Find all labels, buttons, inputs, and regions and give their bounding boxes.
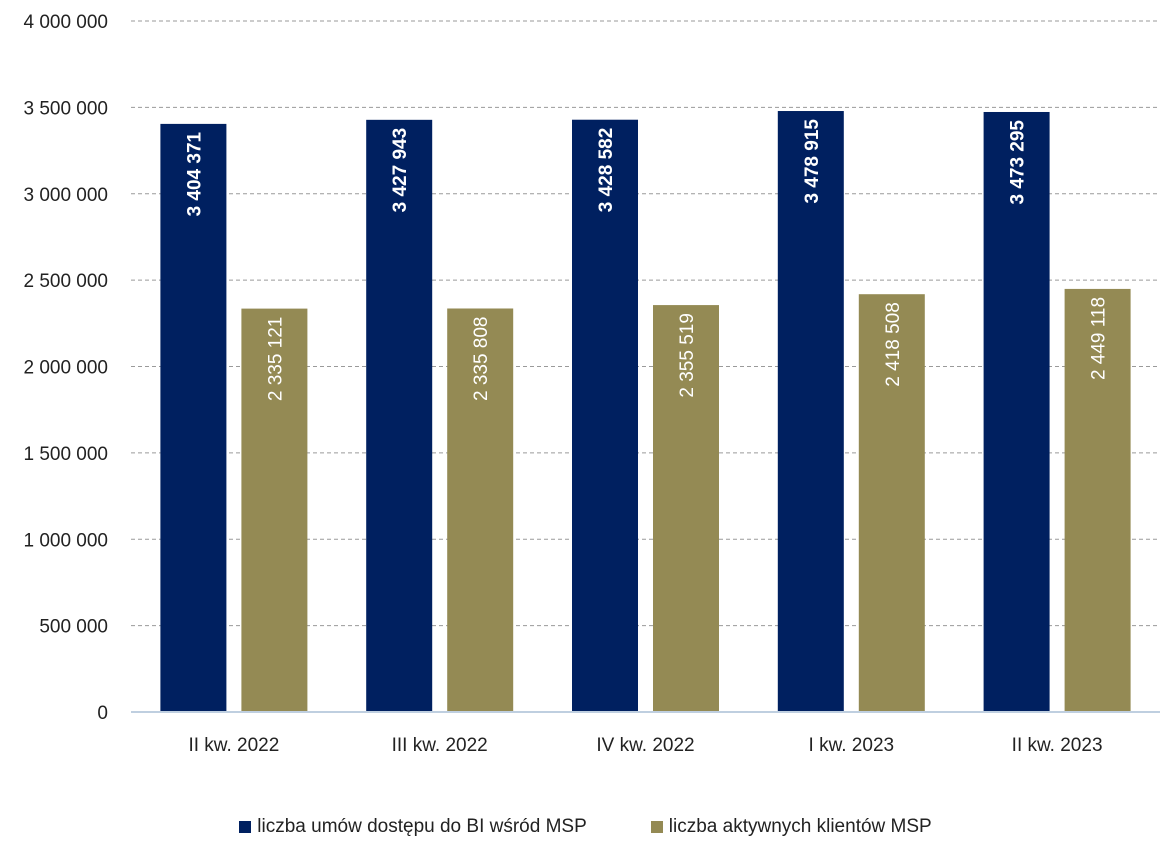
y-tick-label: 3 500 000 (23, 98, 108, 119)
x-axis-ticks: II kw. 2022 III kw. 2022 IV kw. 2022 I kw. … (188, 735, 1102, 756)
bar-value-label: 3 404 371 (184, 131, 205, 216)
y-tick-label: 2 000 000 (23, 358, 108, 379)
bar (160, 123, 227, 713)
bar (983, 111, 1050, 713)
legend-label-contracts: liczba umów dostępu do BI wśród MSP (257, 816, 587, 837)
bars (160, 111, 1131, 713)
x-tick-label: II kw. 2022 (188, 735, 279, 756)
bar-value-label: 2 355 519 (677, 313, 698, 398)
y-tick-label: 4 000 000 (23, 12, 108, 33)
y-tick-label: 2 500 000 (23, 271, 108, 292)
y-axis-ticks: 0 500 000 1 000 000 1 500 000 2 000 000 2 500… (23, 12, 108, 724)
x-tick-label: I kw. 2023 (809, 735, 895, 756)
bar (1064, 288, 1131, 712)
x-tick-label: II kw. 2023 (1012, 735, 1103, 756)
legend: liczba umów dostępu do BI wśród MSP licz… (0, 816, 1171, 838)
bar-value-label: 3 427 943 (390, 128, 411, 213)
y-tick-label: 1 500 000 (23, 444, 108, 465)
y-tick-label: 1 000 000 (23, 530, 108, 551)
x-tick-label: IV kw. 2022 (596, 735, 694, 756)
bar (447, 308, 514, 712)
bar-value-labels: 3 404 371 2 335 121 3 427 943 2 335 808 3 42… (184, 119, 1109, 402)
bar (572, 119, 638, 712)
bar (653, 305, 719, 712)
y-tick-label: 3 000 000 (23, 185, 108, 206)
bar-value-label: 2 449 118 (1089, 297, 1110, 380)
bar (858, 294, 925, 712)
legend-label-active-clients: liczba aktywnych klientów MSP (668, 816, 932, 837)
legend-swatch-active-clients (650, 821, 663, 833)
bar-value-label: 3 473 295 (1008, 120, 1029, 205)
y-tick-label: 0 (97, 703, 108, 724)
bar (777, 111, 844, 712)
legend-swatch-contracts (239, 821, 252, 833)
bar-value-label: 2 418 508 (883, 302, 904, 387)
bar (241, 308, 308, 712)
x-tick-label: III kw. 2022 (392, 735, 488, 756)
bar (366, 119, 433, 712)
bar-value-label: 3 478 915 (802, 119, 823, 204)
legend-item-active-clients: liczba aktywnych klientów MSP (650, 816, 932, 838)
bar-value-label: 3 428 582 (596, 128, 617, 213)
y-tick-label: 500 000 (39, 617, 108, 638)
bar-value-label: 2 335 808 (471, 316, 492, 401)
legend-item-contracts: liczba umów dostępu do BI wśród MSP (239, 816, 587, 838)
bar-value-label: 2 335 121 (265, 317, 286, 402)
